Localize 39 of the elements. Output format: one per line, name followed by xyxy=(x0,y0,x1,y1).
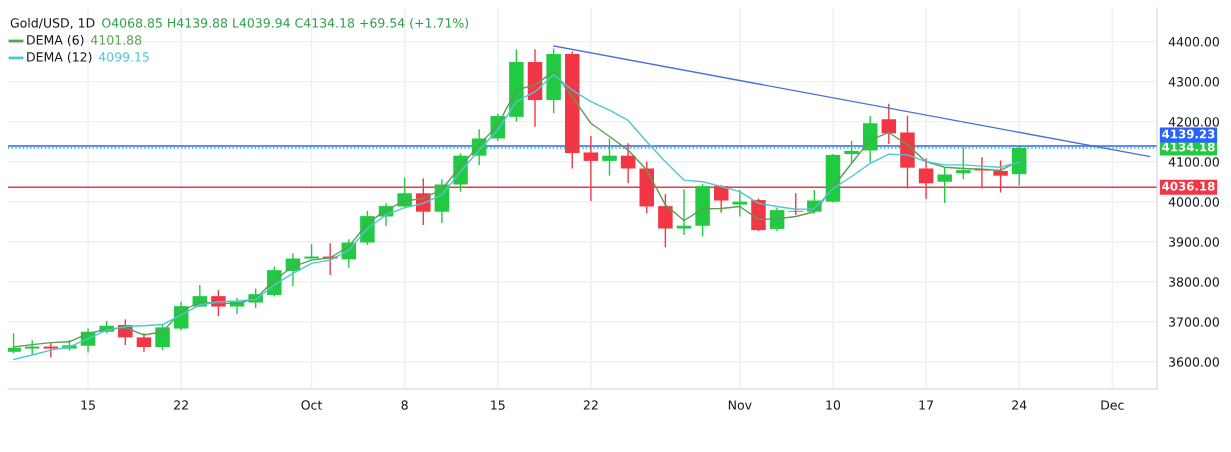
x-tick-label: 24 xyxy=(1012,400,1027,410)
y-tick-label: 3900.00 xyxy=(1169,237,1219,247)
y-tick-label: 4200.00 xyxy=(1168,117,1219,127)
candlestick xyxy=(844,140,859,164)
text: O4068.85 H4139.88 L4039.94 C4134.18 +69.54 (+1.71%) xyxy=(102,17,469,30)
x-tick-label: 22 xyxy=(583,400,598,410)
x-tick-label: 17 xyxy=(919,400,933,410)
y-tick-label: 4000.00 xyxy=(1168,197,1219,207)
candlestick xyxy=(136,332,152,353)
ref-line-label: 4036.18 xyxy=(1162,181,1215,191)
candlestick xyxy=(43,341,59,359)
y-tick-label: 3600.00 xyxy=(1169,357,1219,367)
candlestick xyxy=(676,188,692,236)
y-tick-label: 4400.00 xyxy=(1168,37,1219,47)
x-tick-label: Dec xyxy=(1101,400,1124,410)
candlestick xyxy=(788,192,803,216)
annotation: 4099.15 xyxy=(98,52,149,62)
y-tick-label: 4100.00 xyxy=(1168,157,1219,167)
candlestick xyxy=(658,193,673,249)
y-tick-label: 3700.00 xyxy=(1169,317,1219,327)
legend-label: DEMA (12) xyxy=(27,51,92,64)
text: Gold/USD, 1D xyxy=(10,17,95,29)
x-tick-label: 15 xyxy=(81,400,95,410)
x-tick-label: 8 xyxy=(401,400,408,410)
annotation: 4101.88 xyxy=(90,35,142,45)
legend-label: DEMA (6) xyxy=(27,34,84,47)
ref-line-label: 4134.18 xyxy=(1162,142,1215,152)
ref-line-label: 4139.23 xyxy=(1162,129,1215,139)
y-tick-label: 3800.00 xyxy=(1169,277,1219,287)
x-tick-label: Oct xyxy=(301,400,323,410)
x-tick-label: 10 xyxy=(826,400,841,410)
x-tick-label: 15 xyxy=(491,400,505,410)
candlestick xyxy=(732,189,748,218)
candlestick xyxy=(937,166,952,204)
x-tick-label: Nov xyxy=(728,400,752,410)
candlestick xyxy=(155,324,170,351)
candlestick xyxy=(881,102,897,145)
y-tick-label: 4300.00 xyxy=(1168,77,1219,87)
x-tick-label: 22 xyxy=(174,400,188,410)
